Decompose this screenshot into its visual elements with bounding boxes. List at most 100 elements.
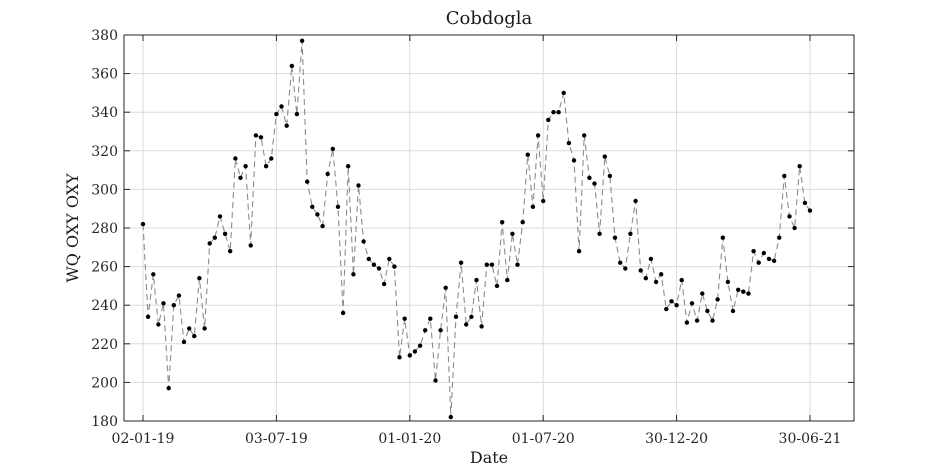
data-point <box>689 301 695 306</box>
data-point <box>371 262 377 267</box>
data-point <box>469 314 474 319</box>
data-point <box>253 133 259 138</box>
data-point <box>659 272 664 277</box>
y-tick-label: 360 <box>91 67 118 83</box>
data-point <box>643 276 648 281</box>
data-point <box>464 322 469 327</box>
data-point <box>217 214 223 219</box>
data-point <box>356 183 361 188</box>
data-point <box>633 198 638 204</box>
data-point <box>725 279 731 285</box>
data-point <box>161 301 166 306</box>
data-point <box>484 262 489 267</box>
data-point <box>530 204 536 209</box>
data-point <box>648 256 654 262</box>
data-point <box>366 256 371 262</box>
data-point <box>520 220 525 225</box>
data-point <box>156 322 161 327</box>
data-point <box>556 110 561 115</box>
data-point <box>417 343 423 348</box>
data-point <box>700 291 705 296</box>
data-point <box>335 204 341 209</box>
x-tick-label: 03-07-19 <box>245 431 308 447</box>
data-point <box>571 158 577 163</box>
data-point <box>587 175 592 180</box>
data-point <box>766 256 772 262</box>
data-point <box>361 239 366 244</box>
data-point <box>500 220 505 225</box>
data-point <box>274 111 279 117</box>
data-point <box>279 104 284 109</box>
chart-title: Cobdogla <box>446 8 533 29</box>
data-point <box>202 326 207 331</box>
data-point <box>551 110 556 115</box>
data-point <box>351 272 356 277</box>
data-point <box>166 386 171 391</box>
data-point <box>222 231 228 236</box>
data-point <box>181 339 187 345</box>
data-point <box>387 256 392 262</box>
y-tick-label: 280 <box>91 221 118 237</box>
data-point <box>151 272 156 277</box>
data-point <box>423 328 428 333</box>
data-point <box>397 355 402 360</box>
data-point <box>710 318 715 323</box>
data-point <box>751 249 756 254</box>
data-point <box>479 324 484 329</box>
y-tick-label: 200 <box>91 375 118 391</box>
data-point <box>515 262 520 267</box>
data-point <box>145 314 151 319</box>
x-tick-label: 02-01-19 <box>112 431 175 447</box>
data-point <box>664 306 669 312</box>
x-tick-label: 30-12-20 <box>645 431 708 447</box>
data-point <box>756 260 761 265</box>
data-point <box>187 326 192 331</box>
x-tick-label: 01-01-20 <box>378 431 441 447</box>
data-point <box>787 214 792 219</box>
data-point <box>797 164 802 169</box>
data-point <box>807 208 813 213</box>
data-point <box>443 285 448 290</box>
data-point <box>320 223 325 229</box>
data-point <box>294 111 300 117</box>
data-point <box>392 264 397 269</box>
data-point <box>628 231 633 236</box>
data-point <box>777 235 782 240</box>
data-point <box>679 277 684 283</box>
data-point <box>448 414 453 420</box>
data-point <box>561 90 566 96</box>
data-point <box>428 316 433 321</box>
y-tick-label: 240 <box>91 298 118 314</box>
data-point <box>299 38 305 43</box>
data-point <box>453 314 459 319</box>
data-point <box>607 173 613 179</box>
data-point <box>289 63 294 69</box>
data-point <box>284 123 289 128</box>
data-point <box>792 225 797 231</box>
data-point <box>381 281 387 287</box>
data-point <box>761 250 766 256</box>
data-point <box>623 266 628 271</box>
data-point <box>541 198 546 204</box>
data-point <box>474 277 479 283</box>
data-point <box>176 293 182 298</box>
data-point <box>212 235 217 240</box>
data-point <box>674 303 679 308</box>
data-point <box>207 241 212 246</box>
y-axis-label: WQ OXY OXY <box>63 173 82 283</box>
data-point <box>325 171 330 177</box>
data-point <box>310 204 315 209</box>
data-point <box>715 297 720 302</box>
x-tick-label: 01-07-20 <box>512 431 575 447</box>
y-tick-label: 300 <box>91 182 118 198</box>
data-point <box>510 231 515 236</box>
data-point <box>433 378 438 383</box>
data-point <box>248 243 253 248</box>
data-point <box>597 231 602 236</box>
data-point <box>730 308 736 314</box>
data-point <box>243 164 248 169</box>
data-point <box>582 133 587 138</box>
data-point <box>741 289 746 294</box>
data-point <box>566 140 572 146</box>
